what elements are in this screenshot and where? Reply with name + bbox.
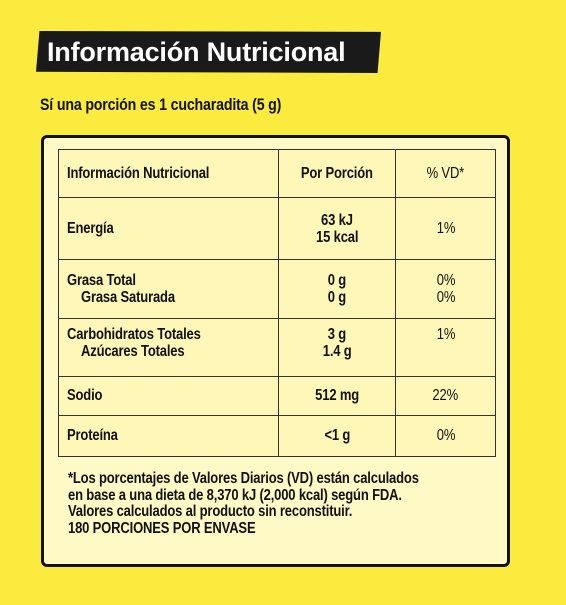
- nutrient-value: 0 g 0 g: [277, 259, 397, 319]
- nutrient-name: Proteína: [58, 415, 279, 457]
- table-row-proteina: Proteína <1 g 0%: [58, 415, 496, 457]
- nutrition-table: Información Nutricional Por Porción % VD…: [58, 149, 496, 457]
- title-banner: [36, 31, 381, 73]
- nutrient-value: 512 mg: [277, 376, 397, 416]
- nutrient-value: 63 kJ 15 kcal: [277, 197, 397, 260]
- page-title: Información Nutricional: [47, 37, 346, 67]
- nutrient-dv: 0%: [395, 415, 496, 457]
- nutrient-name: Energía: [58, 197, 279, 260]
- nutrient-name: Sodio: [58, 376, 279, 416]
- nutrient-name: Carbohidratos Totales Azúcares Totales: [58, 318, 279, 377]
- nutrient-dv: 0% 0%: [395, 259, 496, 319]
- nutrient-dv: 22%: [395, 376, 496, 416]
- table-row-energia: Energía 63 kJ 15 kcal 1%: [58, 197, 496, 260]
- serving-size: Sí una porción es 1 cucharadita (5 g): [40, 96, 282, 114]
- header-per-portion: Por Porción: [277, 149, 397, 198]
- nutrition-panel: Información Nutricional Por Porción % VD…: [41, 135, 510, 567]
- footnote: *Los porcentajes de Valores Diarios (VD)…: [68, 470, 566, 537]
- nutrient-dv: 1%: [395, 318, 496, 377]
- servings-per-container: 180 PORCIONES POR ENVASE: [68, 519, 256, 537]
- nutrient-value: <1 g: [277, 415, 397, 457]
- footnote-line: en base a una dieta de 8,370 kJ (2,000 k…: [68, 486, 402, 504]
- nutrient-name: Grasa Total Grasa Saturada: [58, 259, 279, 319]
- table-header-row: Información Nutricional Por Porción % VD…: [58, 149, 496, 198]
- nutrient-value: 3 g 1.4 g: [277, 318, 397, 377]
- table-row-sodio: Sodio 512 mg 22%: [58, 376, 496, 416]
- header-dv: % VD*: [395, 149, 496, 198]
- footnote-line: Valores calculados al producto sin recon…: [68, 503, 353, 520]
- footnote-line: *Los porcentajes de Valores Diarios (VD)…: [68, 470, 419, 487]
- nutrient-dv: 1%: [395, 197, 496, 260]
- header-name: Información Nutricional: [58, 149, 279, 198]
- table-row-grasa: Grasa Total Grasa Saturada 0 g 0 g 0% 0%: [58, 259, 496, 319]
- table-row-carbohidratos: Carbohidratos Totales Azúcares Totales 3…: [58, 318, 496, 377]
